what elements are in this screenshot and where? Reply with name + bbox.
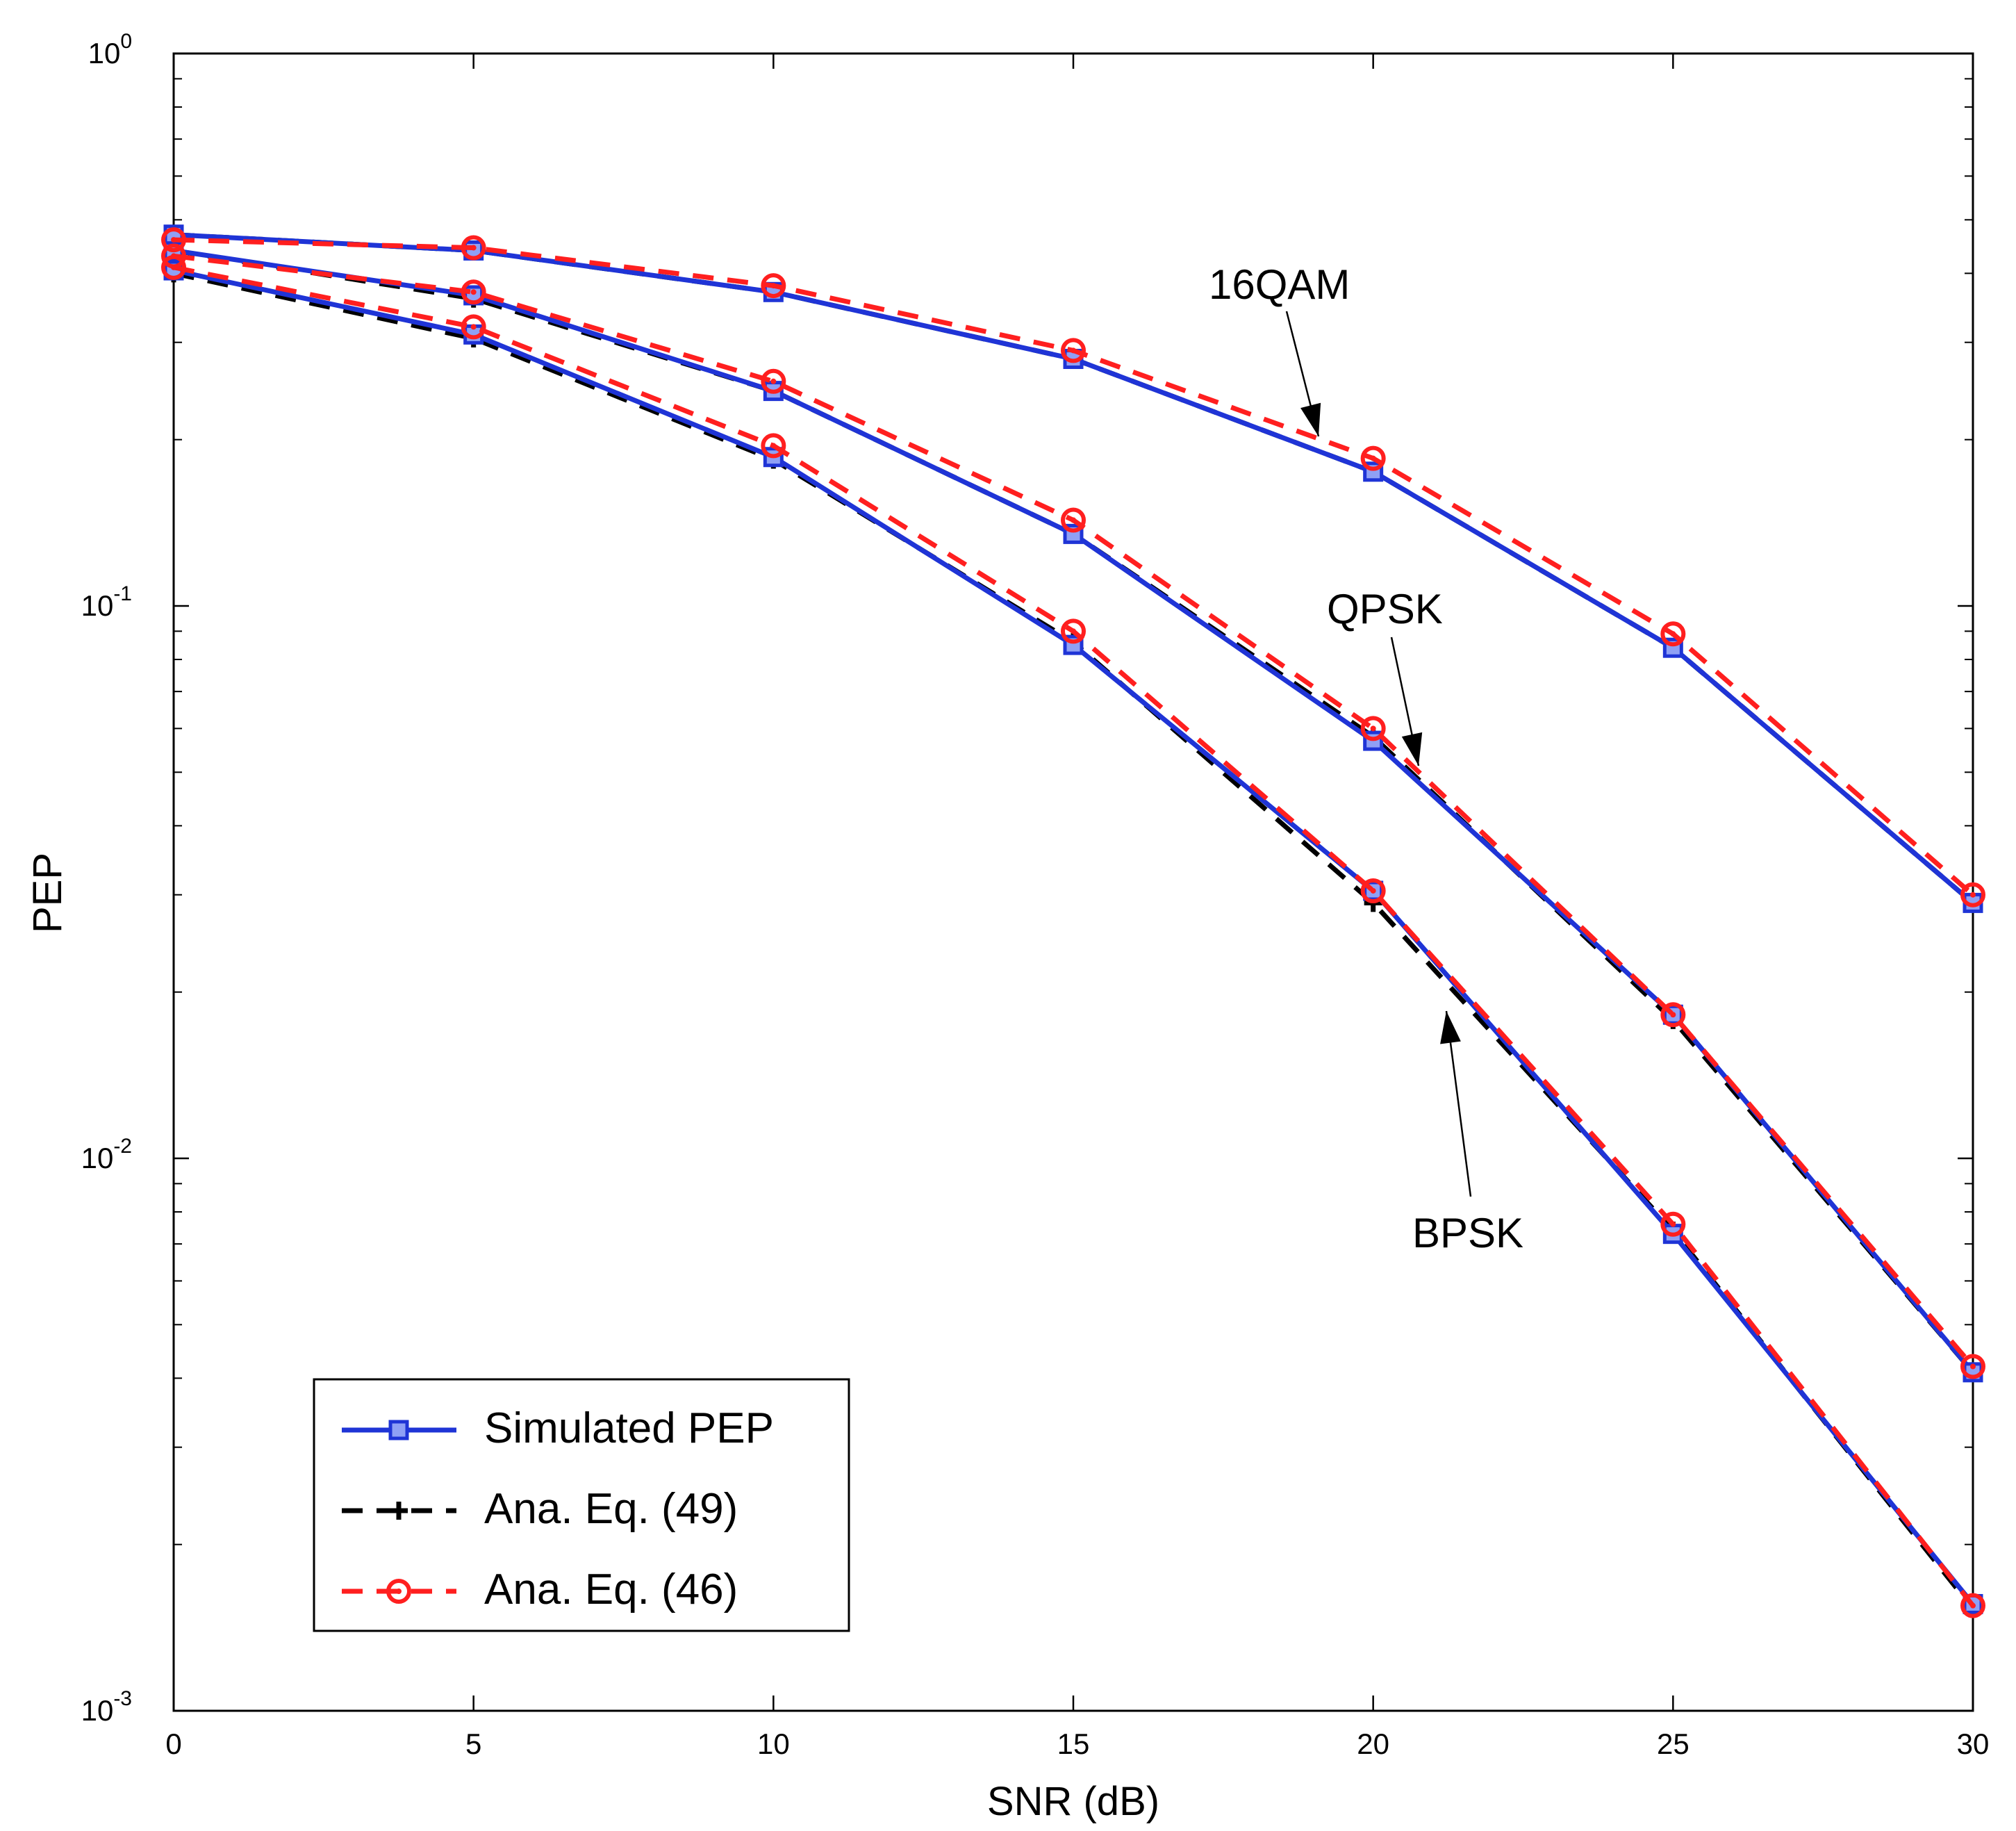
marker-circle xyxy=(1960,882,1985,908)
y-tick-label: 100 xyxy=(88,30,132,69)
marker-circle xyxy=(761,433,786,459)
marker-circle xyxy=(1660,621,1686,647)
marker-circle-dot xyxy=(1670,631,1676,637)
annotation-16qam: 16QAM xyxy=(1209,261,1350,437)
annotations: 16QAM QPSK BPSK xyxy=(1209,261,1523,1256)
minor-ticks xyxy=(174,78,1973,1545)
marker-circle-dot xyxy=(1370,725,1376,732)
y-axis-title: PEP xyxy=(25,853,70,933)
legend: Simulated PEP Ana. Eq. (49) Ana. Eq. (46… xyxy=(313,1378,850,1632)
y-tick-label: 10-2 xyxy=(81,1135,132,1174)
legend-label-simulated: Simulated PEP xyxy=(484,1404,774,1452)
marker-circle-dot xyxy=(770,283,777,289)
y-tick-labels: 100 10-1 10-2 10-3 xyxy=(81,30,132,1727)
major-ticks xyxy=(172,52,1974,1712)
marker-circle-dot xyxy=(470,245,477,251)
annotation-arrow-head xyxy=(1300,402,1321,436)
series-16qam-ana46 xyxy=(161,227,1985,908)
marker-circle xyxy=(161,243,186,269)
legend-sample-ana46 xyxy=(342,1579,456,1604)
marker-circle xyxy=(1660,1002,1686,1028)
marker-circle-dot xyxy=(1970,1363,1976,1370)
x-tick-label: 15 xyxy=(1057,1727,1090,1760)
marker-circle-dot xyxy=(1670,1221,1676,1227)
marker-circle xyxy=(761,368,786,394)
x-tick-labels: 0 5 10 15 20 25 30 xyxy=(165,1727,1989,1760)
annotation-arrow-head xyxy=(1401,732,1423,766)
annotation-bpsk: BPSK xyxy=(1412,1010,1523,1256)
marker-circle-dot xyxy=(1970,892,1976,898)
marker-circle xyxy=(1061,507,1086,533)
x-tick-label: 10 xyxy=(757,1727,790,1760)
marker-circle xyxy=(761,273,786,299)
marker-circle xyxy=(1360,716,1386,741)
marker-circle-dot xyxy=(1071,517,1076,523)
legend-label-ana49: Ana. Eq. (49) xyxy=(484,1485,738,1533)
marker-circle xyxy=(386,1579,411,1604)
marker-circle-dot xyxy=(1970,1602,1976,1609)
x-axis-title: SNR (dB) xyxy=(987,1779,1159,1824)
marker-circle-dot xyxy=(1370,887,1376,894)
marker-circle xyxy=(461,314,486,340)
marker-circle-dot xyxy=(171,253,176,259)
series-layer xyxy=(161,224,1985,1618)
marker-circle xyxy=(1061,618,1086,644)
legend-label-ana46: Ana. Eq. (46) xyxy=(484,1566,738,1614)
marker-circle xyxy=(461,235,486,261)
annotation-arrow-head xyxy=(1440,1011,1461,1044)
marker-circle xyxy=(461,279,486,305)
marker-circle-dot xyxy=(396,1588,402,1594)
marker-circle-dot xyxy=(171,237,176,243)
marker-circle-dot xyxy=(1071,628,1076,634)
x-tick-label: 30 xyxy=(1957,1727,1990,1760)
marker-circle-dot xyxy=(770,378,777,384)
marker-circle-dot xyxy=(470,289,477,295)
annotation-label: BPSK xyxy=(1412,1210,1523,1256)
marker-plus xyxy=(390,1502,408,1520)
marker-circle-dot xyxy=(1670,1012,1676,1018)
x-tick-label: 25 xyxy=(1657,1727,1689,1760)
y-tick-label: 10-1 xyxy=(81,582,132,622)
y-tick-label: 10-3 xyxy=(81,1687,132,1727)
annotation-label: 16QAM xyxy=(1209,261,1350,308)
marker-circle xyxy=(1061,338,1086,363)
marker-circle-dot xyxy=(770,443,777,449)
marker-circle xyxy=(1960,1354,1985,1379)
x-tick-label: 0 xyxy=(165,1727,181,1760)
x-tick-label: 20 xyxy=(1357,1727,1389,1760)
legend-samples xyxy=(342,1420,456,1604)
annotation-label: QPSK xyxy=(1327,586,1443,632)
legend-sample-ana49 xyxy=(342,1502,456,1520)
marker-circle xyxy=(1360,878,1386,903)
marker-circle xyxy=(1660,1211,1686,1237)
marker-circle xyxy=(161,227,186,253)
annotation-qpsk: QPSK xyxy=(1327,586,1443,766)
marker-circle xyxy=(1960,1593,1985,1618)
marker-circle-dot xyxy=(1071,347,1076,354)
marker-square xyxy=(388,1420,409,1440)
x-tick-label: 5 xyxy=(465,1727,481,1760)
marker-circle xyxy=(1360,445,1386,471)
series-qpsk-ana46 xyxy=(161,243,1985,1379)
marker-circle-dot xyxy=(1370,455,1376,461)
legend-sample-simulated xyxy=(342,1420,456,1440)
marker-circle-dot xyxy=(470,324,477,330)
